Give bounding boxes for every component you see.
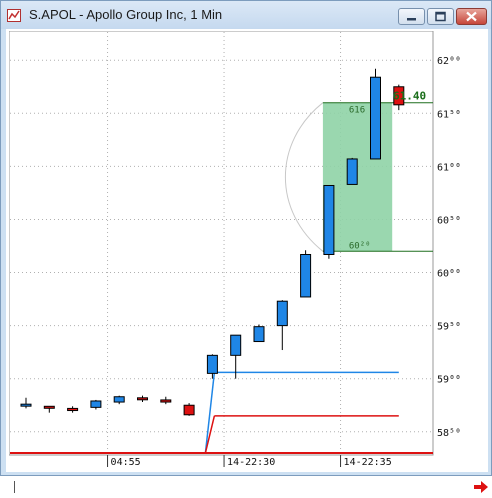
minimize-icon (407, 18, 416, 21)
zone-high-label: 616 (349, 106, 365, 116)
candle-body (67, 407, 79, 412)
minimize-button[interactable] (398, 8, 425, 25)
candle-body (113, 396, 125, 403)
candle-body (370, 76, 381, 160)
arrow-right-icon (474, 481, 488, 493)
time-tick-label: 14-22:35 (344, 457, 392, 468)
maximize-button[interactable] (427, 8, 454, 25)
annotations: 616 60²⁰ 61.40 (349, 90, 426, 252)
price-tick-label: 61⁰⁰ (437, 162, 461, 173)
app-chart-icon (7, 9, 21, 22)
candle-body (253, 326, 265, 343)
candle-body (20, 403, 32, 407)
price-axis: 58⁵⁰ 59⁰⁰ 59⁵⁰ 60⁰⁰ 60⁵⁰ 61⁰⁰ 61⁵⁰ 62⁰⁰ (437, 56, 461, 439)
level-lines (10, 371, 433, 454)
blue-level-ramp (204, 372, 216, 454)
zone-low-label: 60²⁰ (349, 241, 371, 251)
candle-body (183, 404, 195, 416)
price-tick-label: 59⁵⁰ (437, 322, 461, 333)
price-tick-label: 61⁵⁰ (437, 109, 461, 120)
price-tick-label: 60⁵⁰ (437, 215, 461, 226)
candle-body (393, 86, 405, 106)
candlestick-chart[interactable]: 58⁵⁰ 59⁰⁰ 59⁵⁰ 60⁰⁰ 60⁵⁰ 61⁰⁰ 61⁵⁰ 62⁰⁰ 04:55 14… (9, 31, 485, 469)
candle-body (230, 334, 242, 356)
candle-body (90, 400, 102, 408)
candles (20, 68, 405, 416)
scroll-start-marker (14, 481, 21, 493)
price-tick-label: 59⁰⁰ (437, 375, 461, 386)
candle-body (323, 184, 335, 255)
zone-arc (285, 102, 324, 252)
scroll-right-arrow[interactable] (473, 479, 489, 498)
candle-body (206, 354, 218, 374)
close-button[interactable] (456, 8, 487, 25)
candle-body (43, 405, 55, 409)
candle-body (276, 300, 288, 327)
window-title: S.APOL - Apollo Group Inc, 1 Min (29, 7, 223, 22)
candle-body (300, 253, 312, 298)
candle-body (346, 158, 358, 185)
title-bar[interactable]: S.APOL - Apollo Group Inc, 1 Min (1, 1, 491, 29)
price-tick-label: 62⁰⁰ (437, 56, 461, 67)
price-tick-label: 60⁰⁰ (437, 269, 461, 280)
red-level-ramp (204, 415, 216, 454)
time-tick-label: 14-22:30 (227, 457, 275, 468)
candle-body (160, 399, 172, 403)
price-tick-label: 58⁵⁰ (437, 428, 461, 439)
chart-client-area: 58⁵⁰ 59⁰⁰ 59⁵⁰ 60⁰⁰ 60⁵⁰ 61⁰⁰ 61⁵⁰ 62⁰⁰ 04:55 14… (6, 29, 488, 493)
last-price-label: 61.40 (393, 90, 426, 103)
time-axis: 04:55 14-22:30 14-22:35 (107, 455, 392, 468)
close-icon (466, 11, 477, 22)
candle-body (137, 397, 148, 401)
time-tick-label: 04:55 (111, 457, 141, 468)
